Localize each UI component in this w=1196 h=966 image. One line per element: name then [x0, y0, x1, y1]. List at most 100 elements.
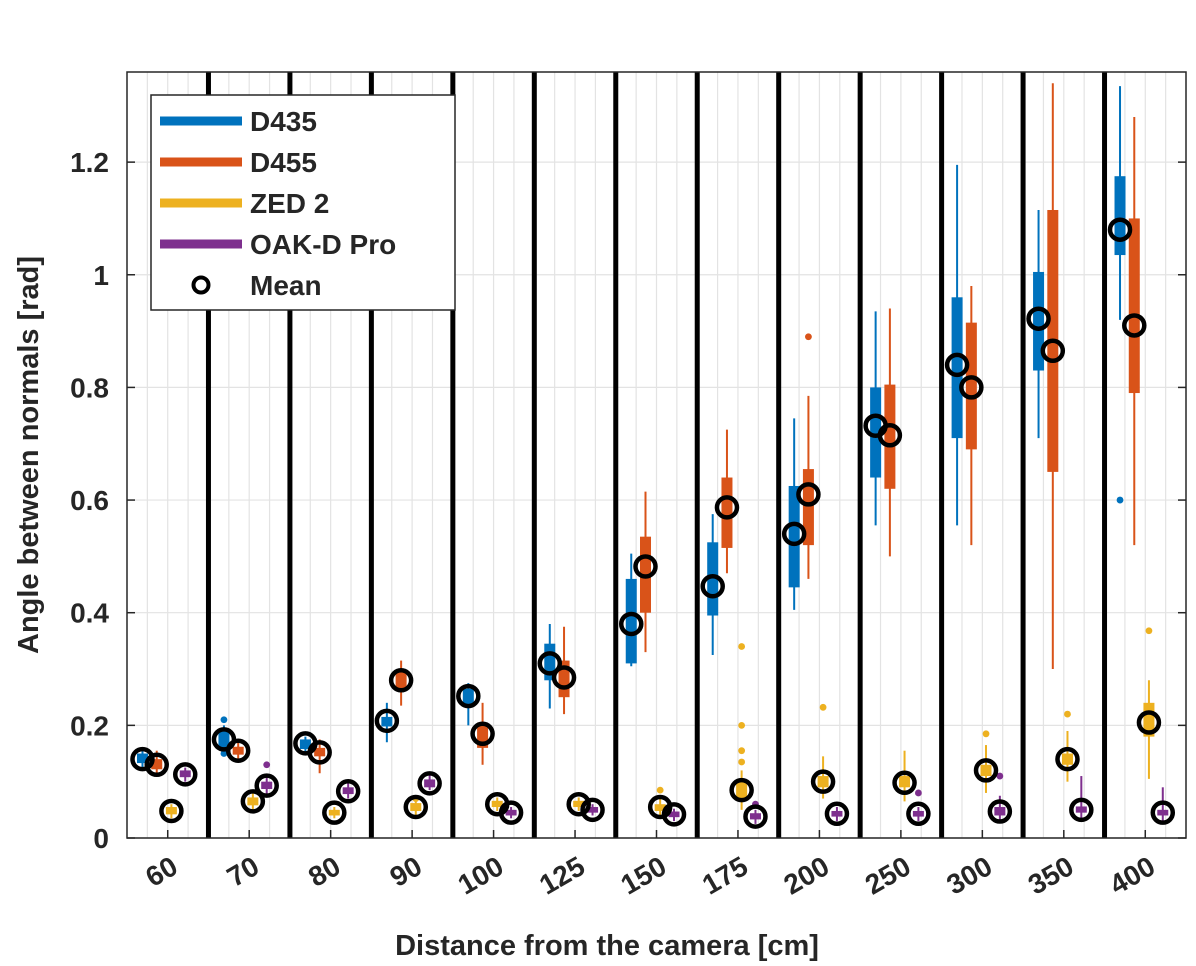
outlier-point: [220, 750, 228, 757]
mean-marker: [1026, 306, 1051, 331]
mean-marker: [144, 752, 169, 778]
box: [218, 730, 230, 748]
y-tick-label: 0: [93, 823, 109, 854]
box: [1143, 702, 1155, 737]
box: [342, 787, 354, 795]
outlier-point: [982, 730, 990, 738]
box: [544, 643, 556, 681]
outlier-point: [738, 747, 746, 755]
box: [994, 807, 1006, 816]
series-d435: [136, 86, 1126, 768]
box: [328, 809, 340, 816]
mean-marker: [240, 789, 266, 814]
legend-mean-marker: [191, 275, 211, 295]
mean-marker: [403, 794, 429, 820]
mean-marker: [729, 777, 754, 803]
outlier-point: [805, 333, 812, 341]
outlier-point: [220, 716, 228, 724]
box: [1157, 809, 1169, 816]
mean-marker: [374, 708, 400, 734]
box: [558, 660, 570, 698]
x-axis-label: Distance from the camera [cm]: [395, 930, 819, 962]
outlier-point: [819, 703, 827, 711]
legend-label: D455: [250, 147, 317, 178]
box: [179, 770, 191, 778]
box: [1061, 753, 1073, 765]
outlier-point: [996, 772, 1004, 780]
mean-marker: [1122, 313, 1147, 338]
box: [1033, 271, 1045, 371]
mean-marker: [537, 651, 563, 676]
box: [912, 810, 924, 817]
box: [261, 781, 273, 789]
box: [491, 800, 503, 808]
legend-label: ZED 2: [250, 188, 329, 219]
box: [870, 387, 882, 478]
box: [395, 671, 407, 689]
mean-marker: [959, 375, 984, 400]
outlier-point: [1116, 496, 1124, 504]
box: [831, 810, 843, 817]
mean-marker: [714, 495, 740, 520]
box: [817, 776, 829, 788]
mean-marker: [130, 746, 155, 772]
box: [136, 753, 148, 764]
box: [299, 739, 311, 750]
y-axis-ticks: 0 0.2 0.4 0.6 0.8 1 1.2: [70, 147, 1186, 854]
box: [573, 800, 585, 808]
legend-label: Mean: [250, 270, 322, 301]
mean-marker: [661, 802, 687, 827]
box: [410, 803, 422, 811]
mean-marker: [498, 800, 524, 825]
box: [505, 809, 517, 816]
mean-marker: [417, 771, 442, 796]
box: [151, 759, 163, 770]
mean-marker: [307, 740, 332, 765]
mean-marker: [810, 769, 836, 794]
box: [424, 779, 436, 788]
box: [1128, 218, 1140, 394]
legend-item-zed-2: ZED 2: [160, 188, 329, 219]
legend-label: OAK-D Pro: [250, 229, 396, 260]
mean-marker: [700, 573, 725, 599]
y-tick-label: 0.6: [70, 485, 109, 516]
legend: D435 D455 ZED 2 OAK-D Pro Mean: [150, 94, 456, 311]
box: [884, 384, 896, 489]
mean-marker: [172, 762, 198, 787]
box: [899, 776, 911, 788]
box: [721, 477, 733, 548]
mean-marker: [1055, 746, 1080, 772]
box: [980, 764, 992, 777]
mean-marker: [892, 770, 917, 796]
mean-marker: [335, 779, 361, 804]
mean-marker: [944, 352, 970, 378]
mean-marker: [781, 521, 807, 547]
mean-marker: [796, 482, 821, 507]
mean-marker: [618, 611, 644, 637]
mean-markers: [130, 217, 1176, 829]
legend-item-d435: D435: [160, 106, 317, 137]
legend-item-oak-d-pro: OAK-D Pro: [160, 229, 396, 260]
mean-marker: [159, 798, 184, 824]
box-series: [136, 83, 1169, 824]
box: [668, 811, 680, 818]
mean-marker: [877, 423, 903, 448]
outlier-point: [1064, 710, 1071, 718]
y-tick-label: 0.4: [70, 598, 109, 629]
box: [749, 813, 761, 820]
series-oak-d-pro: [179, 761, 1169, 824]
box: [1114, 176, 1126, 256]
mean-marker: [580, 797, 605, 823]
box: [165, 807, 177, 815]
outlier-point: [738, 643, 746, 650]
mean-marker: [1040, 338, 1066, 364]
mean-marker: [225, 738, 251, 763]
box: [965, 322, 977, 450]
outlier-point: [738, 758, 746, 766]
legend-item-mean: Mean: [191, 270, 322, 301]
y-tick-label: 1.2: [70, 147, 109, 178]
mean-marker: [566, 791, 591, 817]
mean-marker: [633, 554, 658, 579]
mean-marker: [987, 799, 1013, 824]
y-axis-label: Angle between normals [rad]: [13, 256, 45, 654]
